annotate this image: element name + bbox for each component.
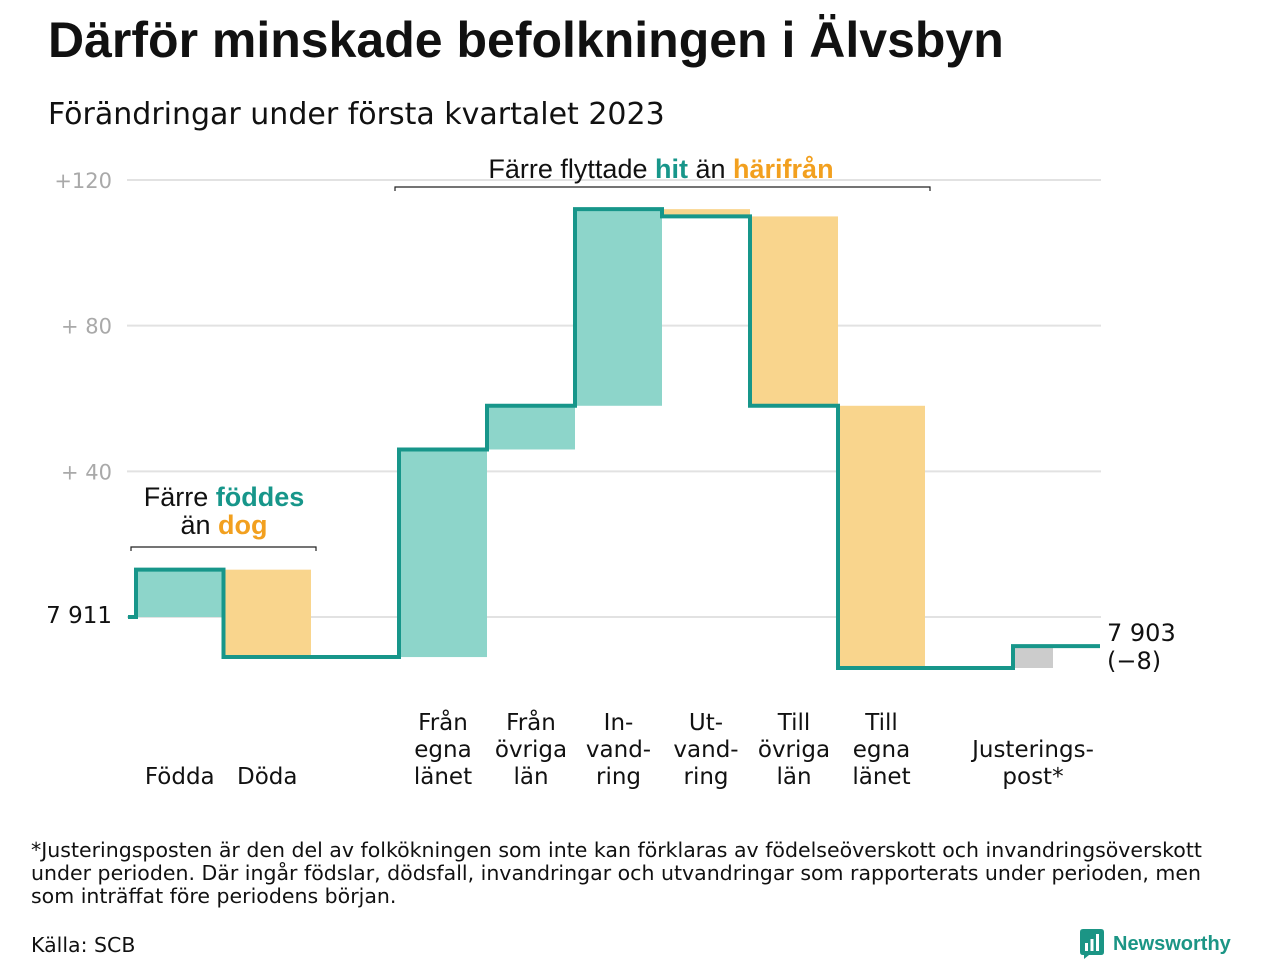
- category-label: Till: [864, 710, 898, 736]
- brand-logo: Newsworthy: [1080, 929, 1231, 959]
- category-label: post*: [1002, 764, 1063, 790]
- source-credit: Källa: SCB: [31, 933, 136, 957]
- waterfall-bar: [223, 569, 311, 658]
- annotation-bracket: [130, 546, 317, 551]
- category-label: Döda: [237, 764, 297, 790]
- category-label: vand-: [586, 737, 651, 763]
- y-tick-label: +120: [54, 169, 112, 193]
- annotation-highlight-decrease: härifrån: [733, 154, 834, 184]
- y-tick-label: + 40: [61, 460, 112, 484]
- chart-subtitle: Förändringar under första kvartalet 2023: [48, 97, 665, 132]
- footnote-line: *Justeringsposten är den del av folkökni…: [31, 838, 1202, 862]
- bars: [136, 209, 1053, 668]
- annotation-births-line-1: Färre föddes: [144, 482, 305, 512]
- y-tick-label: + 80: [61, 315, 112, 339]
- chart-title: Därför minskade befolkningen i Älvsbyn: [48, 12, 1004, 68]
- newsworthy-logo-icon: [1080, 929, 1104, 959]
- category-label: Justerings-: [970, 737, 1094, 763]
- category-label: egna: [414, 737, 471, 763]
- waterfall-bar: [575, 209, 662, 406]
- category-label: länet: [414, 764, 472, 790]
- category-label: vand-: [673, 737, 738, 763]
- category-label: övriga: [495, 737, 567, 763]
- brand-name: Newsworthy: [1113, 932, 1231, 955]
- start-value-label: 7 911: [46, 603, 112, 629]
- end-value-label: 7 903: [1107, 619, 1176, 647]
- category-labels: Födda DödaFrånegnalänetFrånövrigalänIn-va…: [145, 708, 1094, 790]
- category-label: ring: [596, 764, 641, 790]
- category-label: Från: [506, 708, 556, 736]
- waterfall-bar: [838, 405, 925, 668]
- annotation-text: Färre: [144, 482, 216, 512]
- annotation-migration: Färre flyttade hit än härifrån: [394, 154, 931, 191]
- category-label: In-: [604, 710, 634, 736]
- category-label: Från: [418, 708, 468, 736]
- annotation-highlight-increase: föddes: [216, 482, 305, 512]
- waterfall-bar: [1013, 646, 1053, 668]
- category-label: ring: [683, 764, 728, 790]
- category-label: län: [776, 764, 811, 790]
- waterfall-bar: [662, 209, 750, 217]
- footnote-line: som inträffat före periodens början.: [31, 884, 397, 908]
- annotation-births-line-2: än dog: [180, 510, 267, 540]
- annotation-bracket: [394, 186, 931, 191]
- cumulative-line: [128, 207, 1100, 670]
- annotation-text: än: [688, 154, 733, 184]
- category-label: övriga: [758, 737, 830, 763]
- y-axis-labels: +120 + 80 + 40 7 911: [46, 169, 112, 629]
- annotation-text: Färre flyttade: [488, 154, 655, 184]
- annotation-migration-text: Färre flyttade hit än härifrån: [488, 154, 833, 184]
- category-label: Till: [777, 710, 811, 736]
- category-label: län: [513, 764, 548, 790]
- waterfall-bar: [750, 216, 838, 406]
- waterfall-chart: +120+ 80+ 407 911 Födda DödaFrånegnalänet…: [46, 154, 1176, 790]
- waterfall-bar: [487, 405, 575, 450]
- category-label: Födda: [145, 764, 215, 790]
- category-label: länet: [852, 764, 910, 790]
- annotation-highlight-increase: hit: [655, 154, 688, 184]
- waterfall-bar: [136, 569, 224, 617]
- annotation-text: än: [180, 510, 218, 540]
- end-change-label: (−8): [1107, 647, 1161, 675]
- footnote: *Justeringsposten är den del av folkökni…: [31, 839, 1202, 908]
- footnote-line: under perioden. Där ingår födslar, dödsf…: [31, 861, 1201, 885]
- waterfall-bar: [399, 449, 487, 658]
- annotation-highlight-decrease: dog: [218, 510, 267, 540]
- annotation-births: Färre föddes än dog: [130, 482, 317, 551]
- category-label: egna: [853, 737, 910, 763]
- category-label: Ut-: [689, 710, 723, 736]
